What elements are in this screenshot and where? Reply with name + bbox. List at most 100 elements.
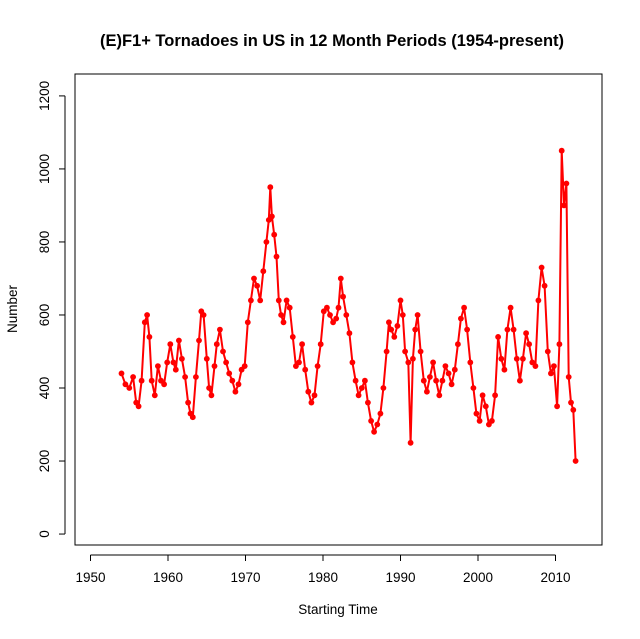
- data-point: [394, 323, 401, 329]
- data-point: [176, 337, 182, 344]
- y-tick-label: 1000: [37, 154, 52, 184]
- data-point: [251, 275, 257, 282]
- data-point: [517, 377, 523, 384]
- chart-title: (E)F1+ Tornadoes in US in 12 Month Perio…: [100, 32, 564, 50]
- data-point: [335, 304, 342, 311]
- data-point: [548, 370, 554, 377]
- data-point: [436, 392, 443, 399]
- data-point: [206, 385, 213, 391]
- data-point: [260, 268, 267, 275]
- data-point: [424, 388, 430, 395]
- data-point: [501, 366, 508, 373]
- data-point: [538, 264, 545, 271]
- data-point: [118, 370, 125, 377]
- data-point: [200, 312, 207, 318]
- data-point: [368, 418, 374, 424]
- data-point: [208, 392, 215, 399]
- data-point: [513, 355, 520, 362]
- y-tick-label: 0: [37, 530, 52, 538]
- data-point: [495, 334, 501, 340]
- data-point: [267, 184, 274, 191]
- data-point: [161, 381, 168, 388]
- x-tick-label: 2010: [540, 570, 570, 585]
- data-point: [244, 319, 251, 326]
- data-point: [217, 326, 223, 333]
- x-tick-label: 2000: [463, 570, 493, 585]
- data-point: [507, 304, 514, 311]
- data-point: [317, 341, 324, 348]
- data-point: [185, 399, 192, 406]
- data-point: [141, 319, 148, 326]
- data-point: [544, 348, 551, 355]
- data-point: [314, 363, 321, 369]
- data-point: [554, 403, 560, 410]
- data-point: [302, 366, 309, 373]
- data-point: [257, 297, 264, 304]
- data-point: [193, 374, 199, 380]
- data-point: [241, 363, 248, 369]
- data-point: [126, 385, 133, 391]
- data-point: [308, 399, 315, 406]
- data-point: [226, 370, 233, 377]
- data-point: [476, 418, 483, 424]
- data-point: [388, 326, 395, 333]
- data-point: [280, 319, 287, 326]
- data-point: [365, 399, 371, 406]
- data-point: [565, 374, 572, 380]
- y-tick-label: 1200: [37, 81, 52, 111]
- data-point: [135, 403, 142, 410]
- data-point: [556, 341, 563, 348]
- data-point: [343, 312, 350, 318]
- data-point: [275, 297, 282, 304]
- data-point: [358, 385, 365, 391]
- data-point: [455, 341, 461, 348]
- data-point: [442, 363, 449, 369]
- data-point: [349, 359, 356, 366]
- data-point: [170, 359, 177, 366]
- data-point: [327, 312, 333, 318]
- data-point: [572, 458, 579, 464]
- data-point: [470, 385, 477, 391]
- data-point: [523, 330, 529, 337]
- data-point: [526, 341, 532, 348]
- data-point: [479, 392, 486, 399]
- data-point: [374, 421, 381, 428]
- data-point: [122, 381, 129, 388]
- data-point: [299, 341, 305, 348]
- data-point: [254, 282, 260, 289]
- data-point: [561, 202, 567, 209]
- data-point: [172, 366, 179, 373]
- data-point: [563, 180, 570, 187]
- data-point: [148, 377, 155, 384]
- data-point: [558, 147, 565, 154]
- data-point: [346, 330, 353, 337]
- x-tick-label: 1980: [308, 570, 338, 585]
- data-point: [445, 370, 452, 377]
- data-point: [213, 341, 220, 348]
- data-point: [451, 366, 458, 373]
- data-point: [289, 334, 296, 340]
- data-point: [203, 355, 210, 362]
- data-point: [407, 439, 414, 446]
- y-axis-label: Number: [5, 284, 20, 333]
- data-point: [458, 315, 464, 322]
- data-point: [146, 334, 153, 340]
- data-point: [151, 392, 158, 399]
- data-point: [144, 312, 151, 318]
- data-point: [355, 392, 362, 399]
- data-point: [427, 374, 433, 380]
- data-point: [383, 348, 390, 355]
- data-point: [414, 312, 421, 318]
- data-point: [489, 418, 495, 424]
- data-point: [461, 304, 467, 311]
- y-tick-label: 200: [37, 450, 52, 473]
- data-point: [439, 377, 446, 384]
- data-point: [551, 363, 557, 369]
- data-point: [410, 355, 416, 362]
- plot-frame: [74, 73, 603, 546]
- data-point: [541, 282, 548, 289]
- data-point: [391, 334, 398, 340]
- data-point: [167, 341, 174, 348]
- data-point: [220, 348, 226, 355]
